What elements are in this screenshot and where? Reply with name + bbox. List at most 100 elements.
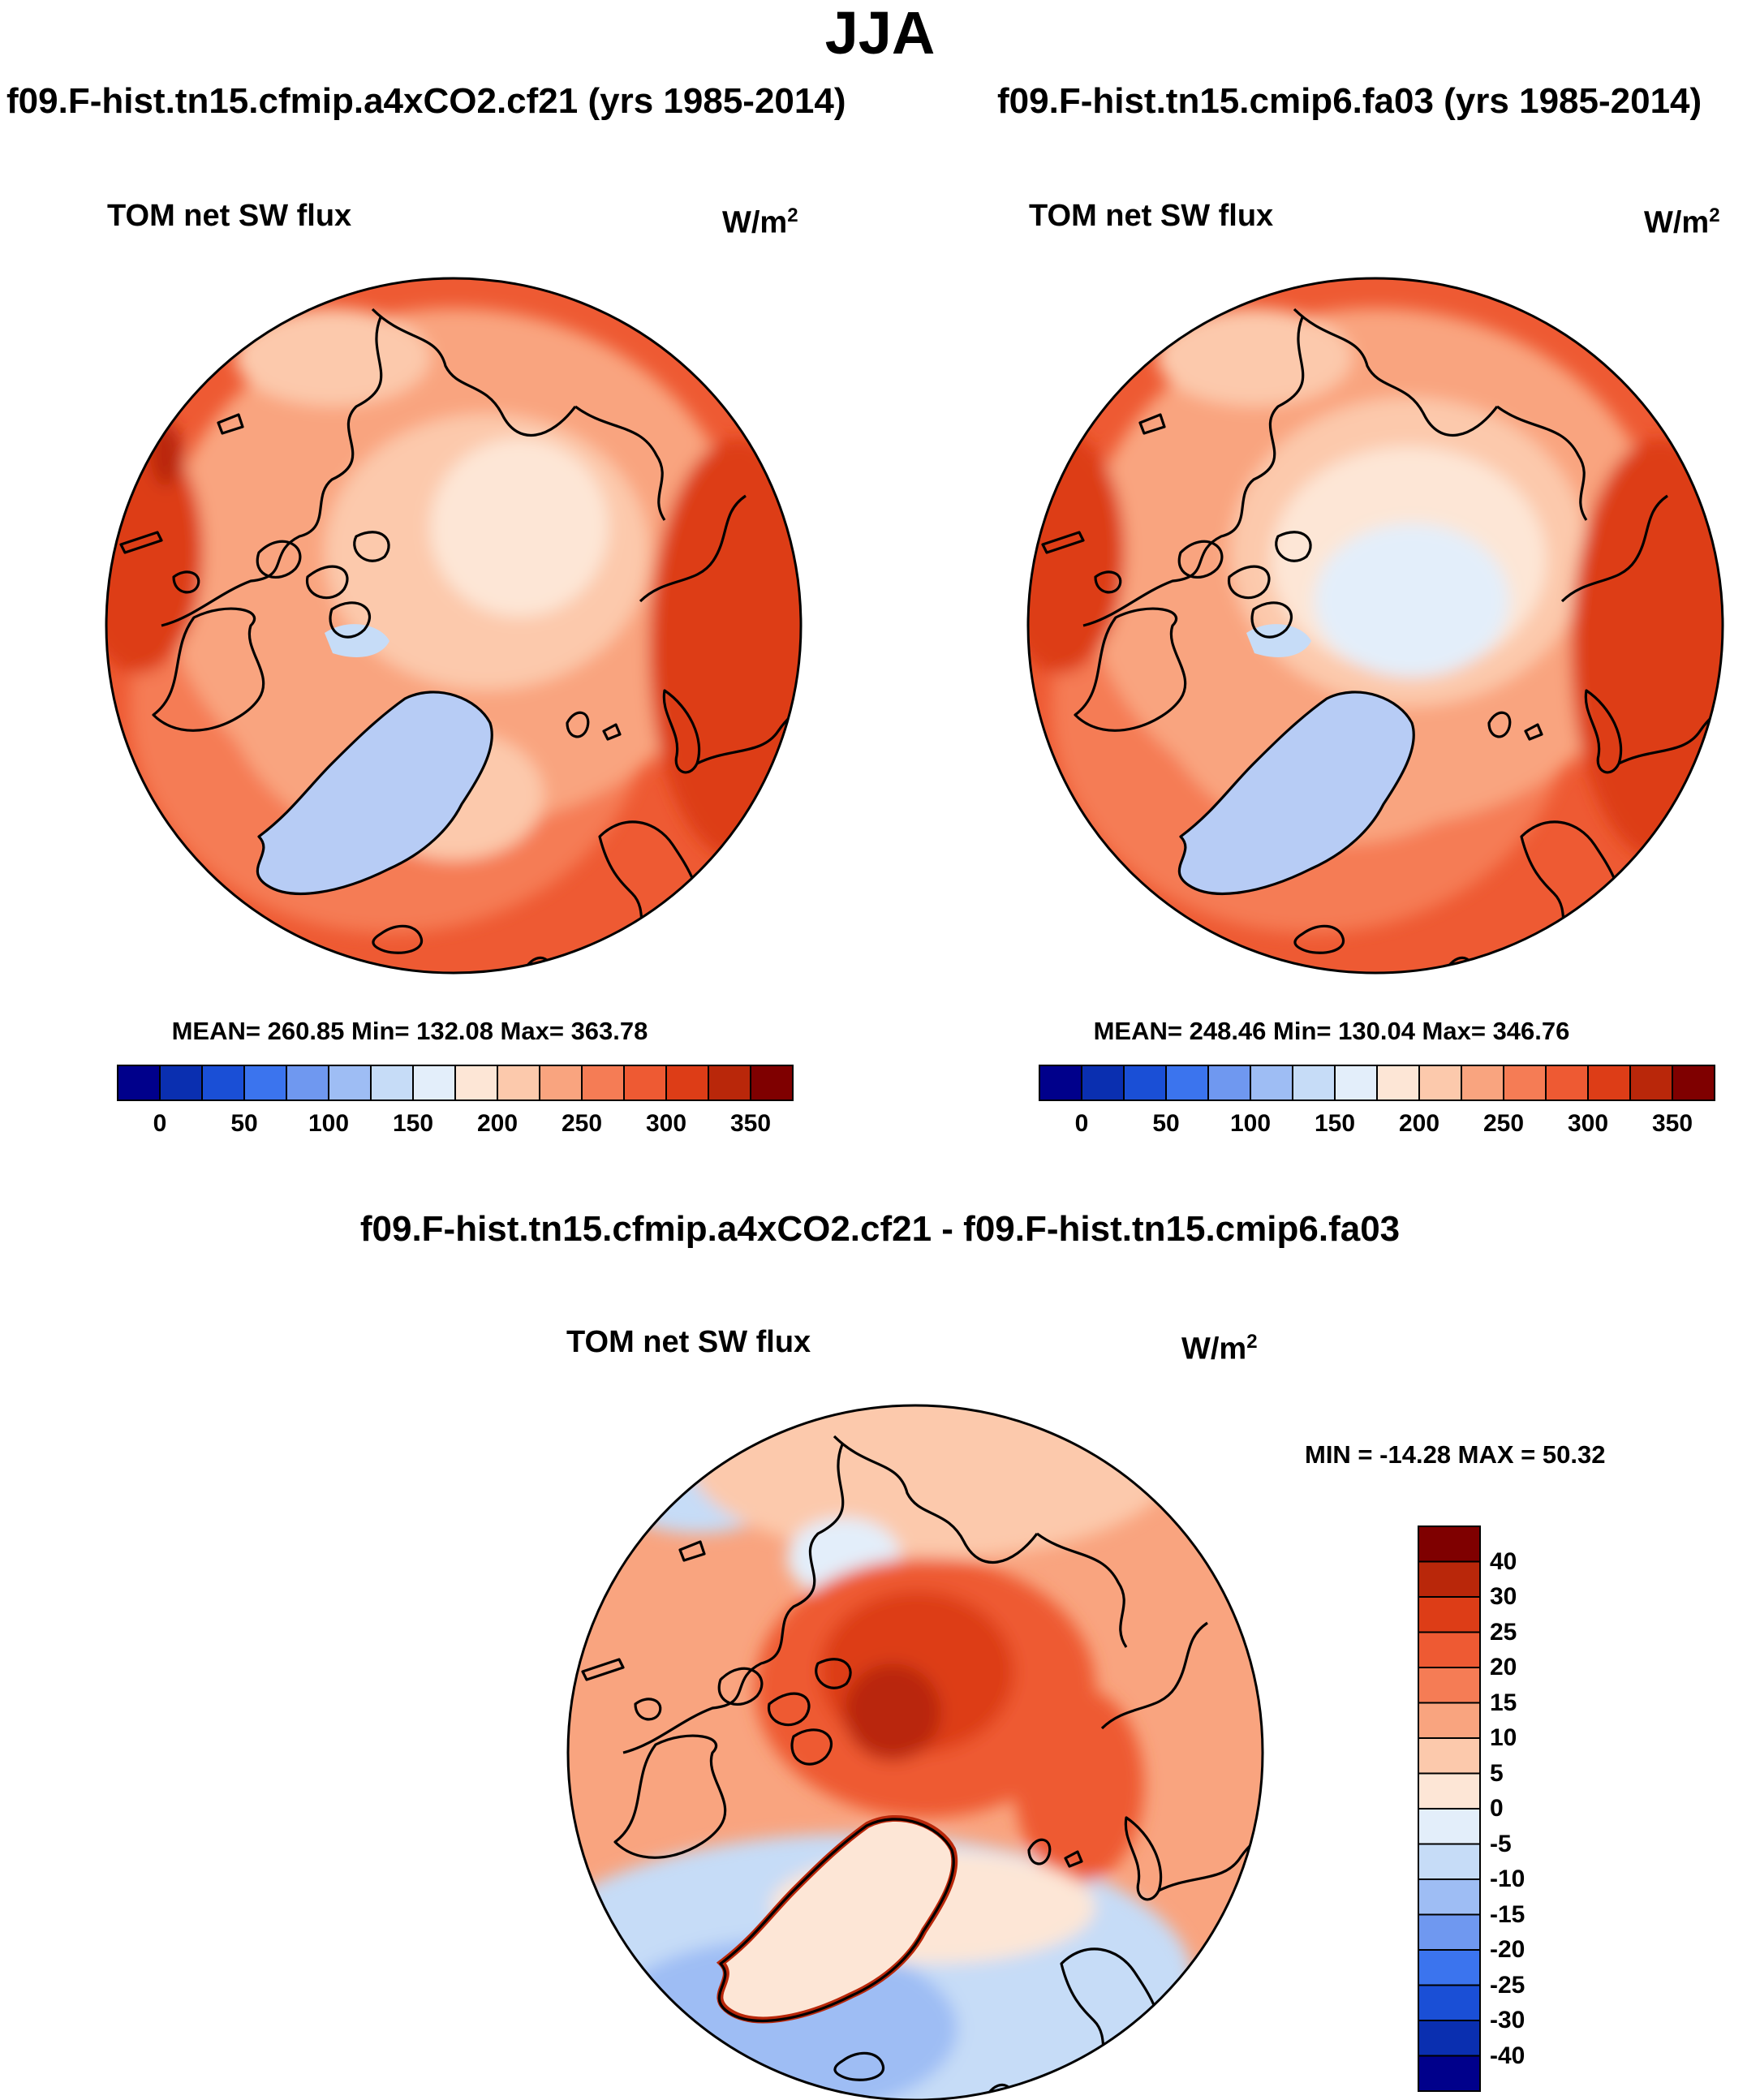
units-exponent: 2	[1709, 204, 1720, 226]
difference-map	[566, 1404, 1264, 2100]
left-colorbar-box	[243, 1065, 287, 1101]
page-title: JJA	[824, 0, 936, 67]
diff-colorbar-box	[1418, 1596, 1481, 1633]
left-colorbar-box	[454, 1065, 498, 1101]
right-colorbar-box	[1376, 1065, 1420, 1101]
right-colorbar-box	[1123, 1065, 1167, 1101]
right-colorbar-box	[1418, 1065, 1462, 1101]
diff-colorbar-tick: -30	[1490, 2007, 1525, 2033]
right-colorbar-box	[1039, 1065, 1082, 1101]
diff-colorbar-tick: 25	[1490, 1618, 1517, 1646]
right-colorbar-box	[1461, 1065, 1504, 1101]
diff-colorbar-tick: -15	[1490, 1900, 1525, 1928]
diff-colorbar-box	[1418, 1808, 1481, 1845]
right-colorbar-box	[1207, 1065, 1251, 1101]
diff-colorbar-box	[1418, 1984, 1481, 2021]
right-stats: MEAN= 248.46 Min= 130.04 Max= 346.76	[1093, 1017, 1570, 1045]
units-exponent: 2	[1246, 1331, 1258, 1353]
left-units-label: W/m2	[722, 198, 798, 241]
right-colorbar-tick: 300	[1567, 1110, 1609, 1137]
left-colorbar-tick: 350	[729, 1110, 772, 1137]
left-colorbar-tick: 250	[561, 1110, 603, 1137]
diff-colorbar-box	[1418, 1878, 1481, 1916]
diff-colorbar-box	[1418, 1631, 1481, 1668]
right-colorbar-box	[1629, 1065, 1673, 1101]
left-colorbar-tick: 150	[392, 1110, 434, 1137]
diff-colorbar-box	[1418, 1772, 1481, 1810]
units-text: W/m	[1644, 205, 1710, 240]
left-colorbar-tick: 50	[230, 1110, 258, 1137]
right-colorbar-box	[1250, 1065, 1293, 1101]
left-variable-label: TOM net SW flux	[107, 199, 352, 233]
diff-colorbar-tick: -5	[1490, 1830, 1512, 1857]
diff-variable-label: TOM net SW flux	[566, 1325, 811, 1359]
left-colorbar-box	[370, 1065, 414, 1101]
left-colorbar-box	[412, 1065, 456, 1101]
left-colorbar-tick: 0	[153, 1110, 167, 1137]
left-colorbar-box	[708, 1065, 751, 1101]
left-colorbar-box	[328, 1065, 372, 1101]
diff-colorbar-tick: -20	[1490, 1936, 1525, 1963]
right-colorbar-box	[1672, 1065, 1715, 1101]
left-colorbar-box	[623, 1065, 667, 1101]
diff-colorbar-tick: 0	[1490, 1795, 1504, 1822]
diff-colorbar	[1418, 1526, 1481, 2092]
right-colorbar-tick: 150	[1314, 1110, 1356, 1137]
right-colorbar-tick: 200	[1398, 1110, 1440, 1137]
right-colorbar-box	[1292, 1065, 1336, 1101]
left-colorbar	[117, 1065, 794, 1101]
diff-colorbar-box	[1418, 1702, 1481, 1739]
right-colorbar-box	[1587, 1065, 1631, 1101]
right-panel-title: f09.F-hist.tn15.cmip6.fa03 (yrs 1985-201…	[997, 81, 1702, 121]
right-colorbar-tick: 50	[1152, 1110, 1180, 1137]
left-colorbar-box	[665, 1065, 709, 1101]
right-colorbar-box	[1334, 1065, 1378, 1101]
diff-colorbar-box	[1418, 1843, 1481, 1880]
diff-colorbar-box	[1418, 2020, 1481, 2057]
left-map	[105, 277, 803, 975]
diff-colorbar-tick: 5	[1490, 1759, 1504, 1787]
left-colorbar-box	[117, 1065, 161, 1101]
left-stats: MEAN= 260.85 Min= 132.08 Max= 363.78	[171, 1017, 648, 1045]
right-colorbar-tick: 250	[1482, 1110, 1525, 1137]
right-variable-label: TOM net SW flux	[1029, 199, 1274, 233]
left-colorbar-box	[497, 1065, 540, 1101]
diff-colorbar-tick: 15	[1490, 1689, 1517, 1716]
right-colorbar-box	[1165, 1065, 1209, 1101]
diff-colorbar-tick: -25	[1490, 1971, 1525, 1999]
diff-colorbar-tick: -10	[1490, 1865, 1525, 1892]
left-colorbar-box	[201, 1065, 245, 1101]
left-colorbar-box	[539, 1065, 583, 1101]
diff-colorbar-tick: -40	[1490, 2042, 1525, 2069]
units-text: W/m	[722, 205, 788, 240]
right-colorbar-box	[1545, 1065, 1589, 1101]
diff-colorbar-box	[1418, 1949, 1481, 1986]
difference-panel-title: f09.F-hist.tn15.cfmip.a4xCO2.cf21 - f09.…	[359, 1209, 1401, 1249]
right-map	[1026, 277, 1724, 975]
diff-colorbar-tick: 30	[1490, 1583, 1517, 1610]
diff-colorbar-tick: 20	[1490, 1654, 1517, 1680]
left-colorbar-tick: 100	[308, 1110, 350, 1137]
diff-colorbar-tick: 40	[1490, 1547, 1517, 1575]
diff-colorbar-box	[1418, 1526, 1481, 1563]
right-colorbar-tick: 350	[1651, 1110, 1693, 1137]
left-colorbar-box	[750, 1065, 794, 1101]
left-colorbar-tick: 200	[476, 1110, 519, 1137]
left-colorbar-box	[581, 1065, 625, 1101]
left-panel-title: f09.F-hist.tn15.cfmip.a4xCO2.cf21 (yrs 1…	[6, 81, 846, 121]
diff-colorbar-tick: 10	[1490, 1724, 1517, 1751]
left-colorbar-box	[159, 1065, 203, 1101]
right-colorbar-tick: 100	[1229, 1110, 1272, 1137]
diff-colorbar-box	[1418, 2055, 1481, 2092]
right-colorbar-box	[1503, 1065, 1547, 1101]
left-colorbar-tick: 300	[645, 1110, 687, 1137]
units-text: W/m	[1181, 1332, 1247, 1366]
right-colorbar	[1039, 1065, 1715, 1101]
right-units-label: W/m2	[1644, 198, 1720, 241]
diff-colorbar-box	[1418, 1560, 1481, 1598]
left-colorbar-box	[286, 1065, 329, 1101]
right-colorbar-box	[1081, 1065, 1125, 1101]
diff-colorbar-box	[1418, 1667, 1481, 1704]
diff-colorbar-box	[1418, 1737, 1481, 1775]
